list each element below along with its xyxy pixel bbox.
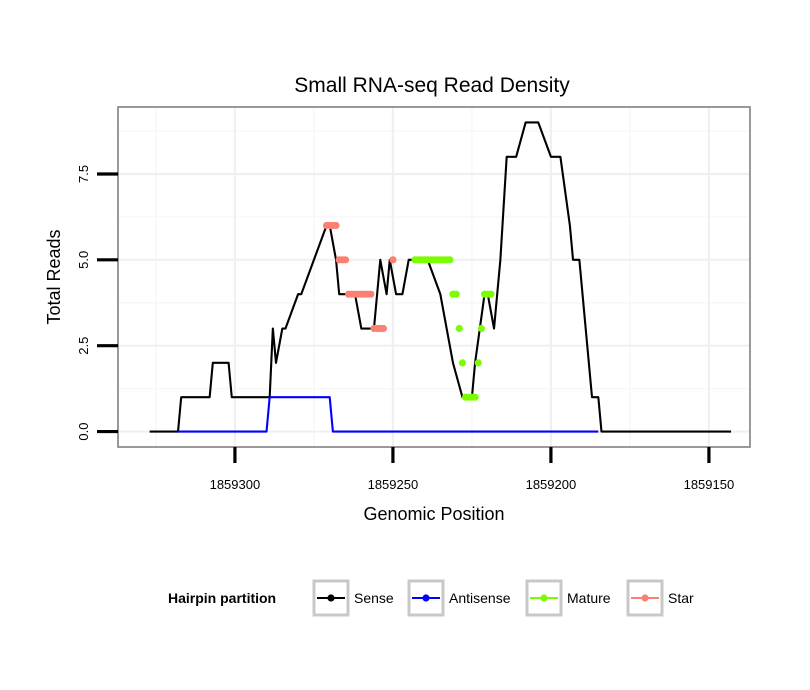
legend-label: Sense	[354, 590, 394, 606]
star-point	[367, 290, 375, 298]
y-axis-title: Total Reads	[44, 229, 64, 324]
star-point	[389, 256, 397, 264]
mature-point	[477, 324, 485, 333]
legend-entry-star: Star	[626, 579, 694, 617]
y-tick-label: 0.0	[76, 423, 91, 441]
x-axis: 1859300 1859250 1859200 1859150	[210, 447, 735, 492]
mature-point	[452, 290, 460, 298]
legend-key-point	[422, 594, 430, 602]
y-tick-label: 7.5	[76, 165, 91, 183]
legend-entry-sense: Sense	[312, 579, 394, 617]
legend-label: Star	[668, 590, 694, 606]
legend-key-point	[641, 594, 649, 602]
chart-title: Small RNA-seq Read Density	[294, 74, 570, 97]
x-tick-label: 1859150	[684, 477, 735, 492]
mature-point	[474, 359, 482, 367]
legend: Hairpin partition Sense Antisense Mature St…	[168, 579, 694, 617]
x-tick-label: 1859300	[210, 477, 261, 492]
plot-border	[117, 106, 751, 448]
x-tick-label: 1859200	[526, 477, 577, 492]
mature-point	[446, 256, 454, 264]
mature-point	[455, 324, 463, 333]
mature-point	[458, 359, 467, 367]
legend-label: Antisense	[449, 590, 511, 606]
star-point	[379, 324, 388, 333]
mature-point	[487, 290, 495, 298]
legend-label: Mature	[567, 590, 611, 606]
star-point	[332, 221, 340, 230]
plot-panel	[117, 106, 751, 448]
legend-key-point	[327, 594, 335, 602]
x-tick-label: 1859250	[368, 477, 419, 492]
legend-key-point	[540, 594, 548, 602]
legend-entries: Sense Antisense Mature Star	[312, 579, 694, 617]
antisense-series-line	[178, 396, 599, 433]
x-axis-title: Genomic Position	[363, 504, 504, 524]
legend-entry-antisense: Antisense	[407, 579, 511, 617]
y-axis: 0.0 2.5 5.0 7.5	[76, 165, 118, 441]
star-point	[341, 256, 350, 264]
series-layer	[149, 121, 732, 433]
legend-entry-mature: Mature	[525, 579, 611, 617]
legend-title: Hairpin partition	[168, 590, 276, 606]
y-tick-label: 5.0	[76, 251, 91, 269]
y-tick-label: 2.5	[76, 337, 91, 355]
mature-point	[471, 393, 479, 401]
